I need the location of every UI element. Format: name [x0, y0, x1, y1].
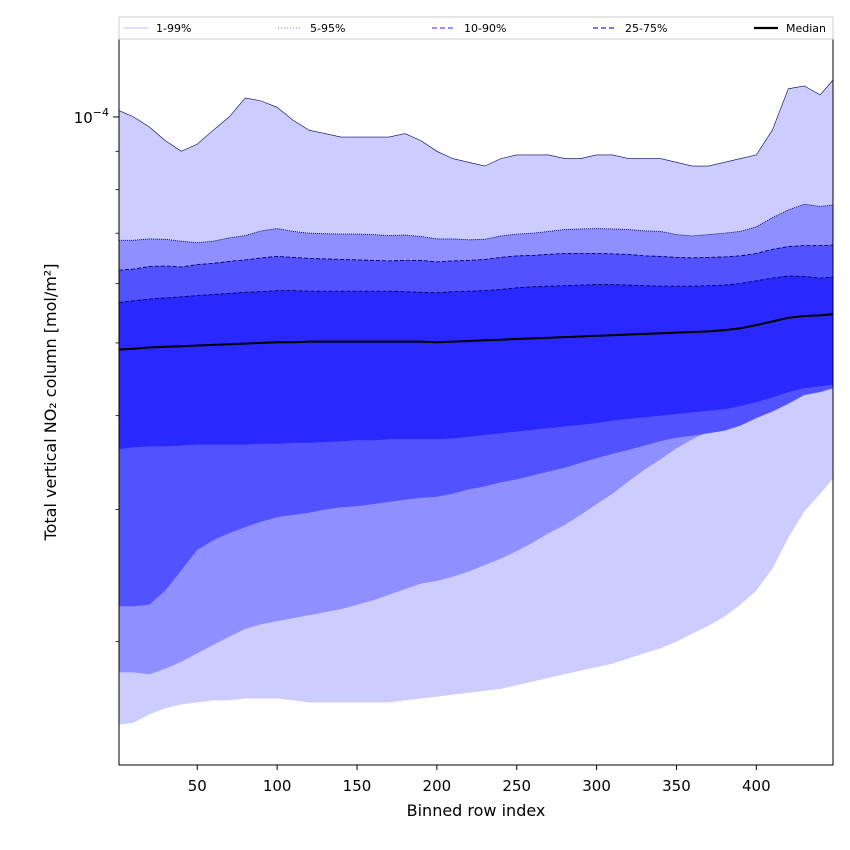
- legend-box: [118, 16, 834, 40]
- band-edge-5-95: [119, 203, 834, 244]
- band-edge-1-99: [118, 79, 834, 167]
- x-tick-label: 300: [582, 777, 611, 795]
- series-median: [118, 313, 834, 351]
- band-25-75: [119, 276, 833, 450]
- x-tick-label: 50: [188, 777, 207, 795]
- legend-label-5-95: 5-95%: [310, 22, 345, 35]
- y-axis-label: Total vertical NO₂ column [mol/m²]: [41, 264, 60, 542]
- x-tick-label: 350: [662, 777, 691, 795]
- y-axis: 10−4: [74, 106, 119, 643]
- legend-label-10-90: 10-90%: [464, 22, 506, 35]
- x-tick-label: 400: [742, 777, 771, 795]
- legend-label-1-99: 1-99%: [156, 22, 191, 35]
- x-tick-label: 150: [343, 777, 372, 795]
- legend-label-25-75: 25-75%: [625, 22, 667, 35]
- x-tick-label: 250: [502, 777, 531, 795]
- x-axis-label: Binned row index: [407, 801, 546, 820]
- x-tick-label: 100: [263, 777, 292, 795]
- percentile-bands: [119, 80, 833, 725]
- x-tick-label: 200: [423, 777, 452, 795]
- chart-lines: [118, 79, 834, 351]
- x-axis: 50 100 150 200 250 300 350 400: [188, 765, 771, 795]
- y-tick-label: 10−4: [74, 106, 109, 127]
- legend-label-median: Median: [786, 22, 826, 35]
- legend: 1-99% 5-95% 10-90% 25-75% Median: [118, 16, 834, 40]
